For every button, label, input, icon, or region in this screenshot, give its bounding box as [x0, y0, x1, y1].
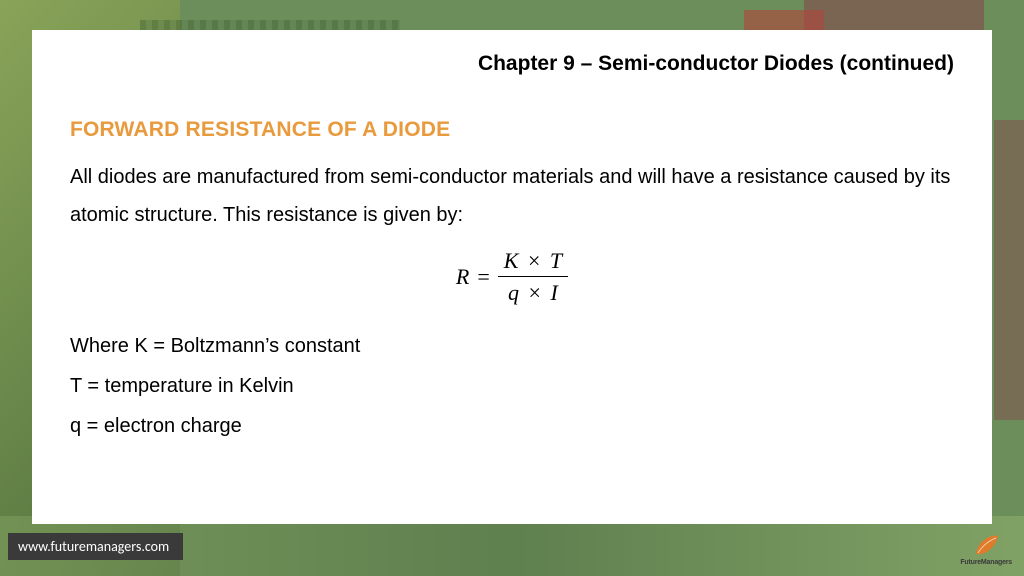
formula-lhs: R: [456, 264, 469, 290]
equals-sign: =: [477, 264, 489, 290]
formula-block: R = K × T q × I: [70, 248, 954, 306]
logo-text: FutureManagers: [960, 559, 1012, 566]
slide-stage: Chapter 9 – Semi-conductor Diodes (conti…: [0, 0, 1024, 576]
leaf-icon: [972, 532, 1000, 558]
formula: R = K × T q × I: [456, 248, 568, 306]
denominator-i: I: [550, 280, 557, 305]
footer-url: www.futuremanagers.com: [8, 533, 183, 560]
times-icon: ×: [525, 280, 545, 305]
definition-q: q = electron charge: [70, 406, 954, 446]
definitions-list: Where K = Boltzmann’s constant T = tempe…: [70, 326, 954, 446]
fraction-numerator: K × T: [498, 248, 568, 273]
numerator-t: T: [550, 248, 562, 273]
slide-card: Chapter 9 – Semi-conductor Diodes (conti…: [32, 30, 992, 524]
brand-logo: FutureManagers: [960, 532, 1012, 566]
definition-t: T = temperature in Kelvin: [70, 366, 954, 406]
intro-paragraph: All diodes are manufactured from semi-co…: [70, 158, 954, 234]
numerator-k: K: [504, 248, 519, 273]
fraction-denominator: q × I: [502, 280, 564, 305]
definition-k: Where K = Boltzmann’s constant: [70, 326, 954, 366]
chapter-title: Chapter 9 – Semi-conductor Diodes (conti…: [70, 52, 954, 76]
times-icon: ×: [524, 248, 544, 273]
denominator-q: q: [508, 280, 519, 305]
formula-fraction: K × T q × I: [498, 248, 568, 306]
fraction-bar: [498, 276, 568, 277]
section-heading: FORWARD RESISTANCE OF A DIODE: [70, 118, 954, 142]
bg-decor: [994, 120, 1024, 420]
